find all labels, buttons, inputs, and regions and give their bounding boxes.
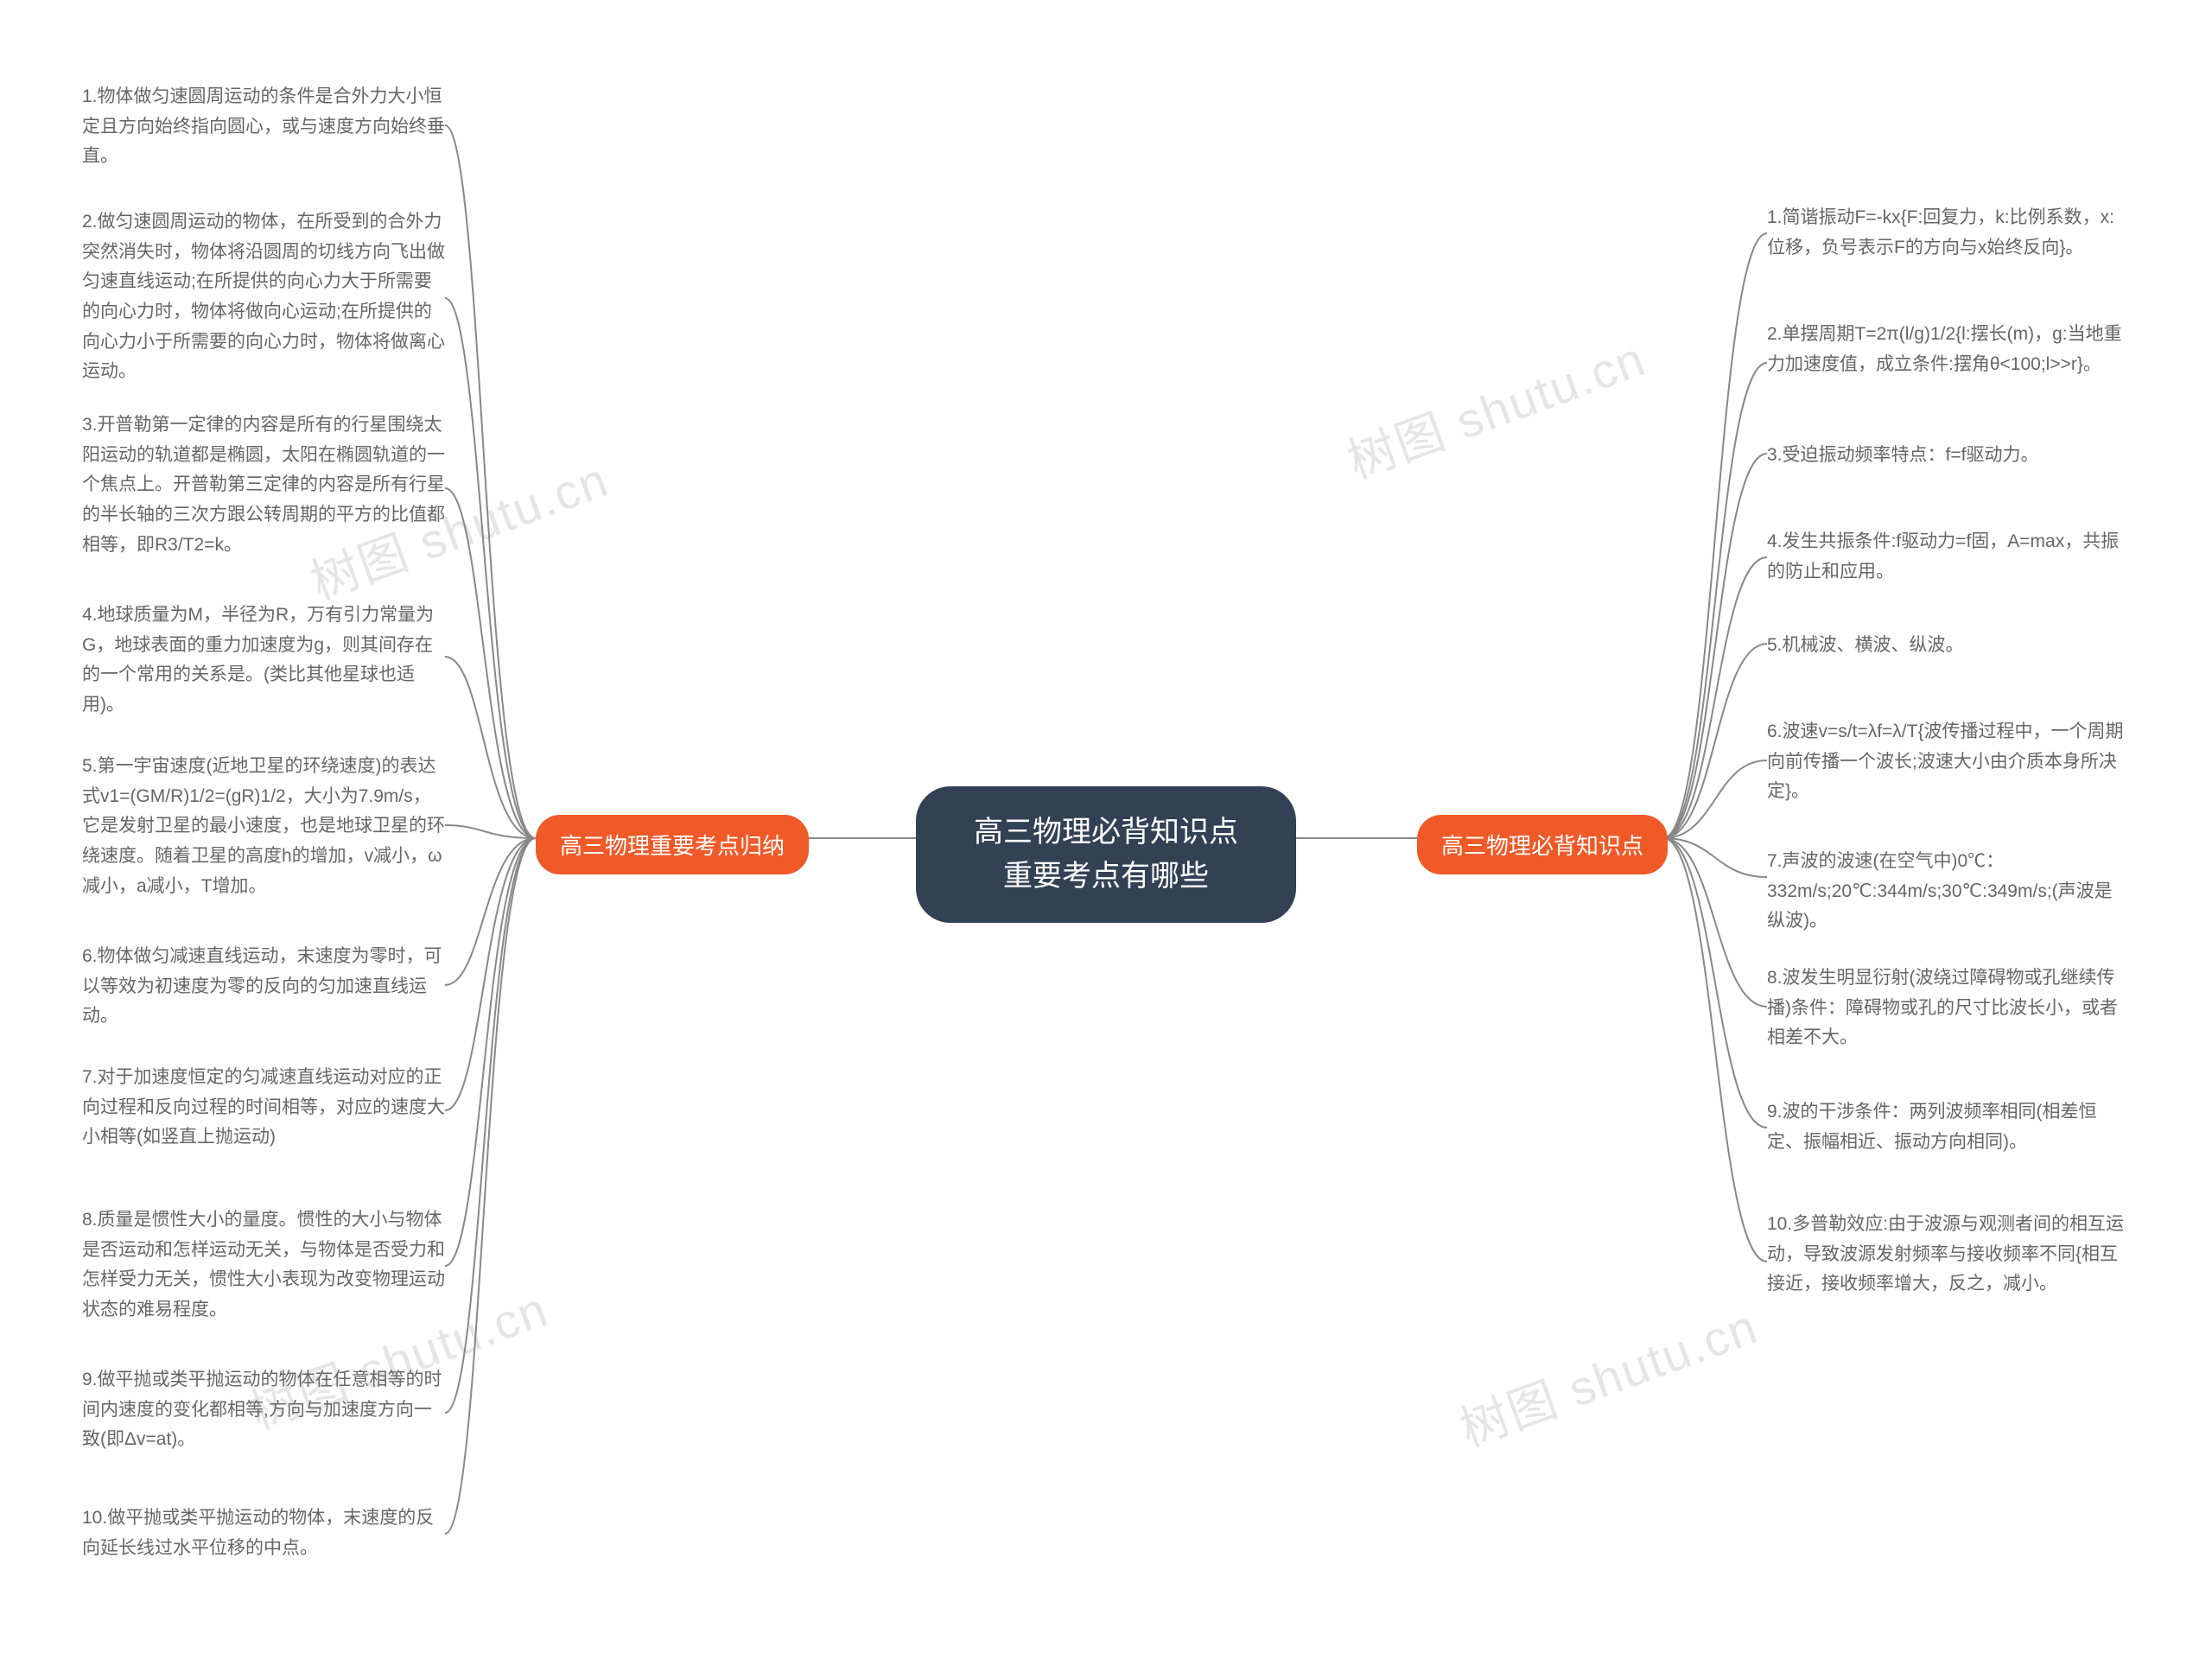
watermark: 树图 shutu.cn (1337, 321, 1654, 493)
leaf-right-4: 4.发生共振条件:f驱动力=f固，A=max，共振的防止和应用。 (1767, 527, 2130, 587)
leaf-right-1: 1.简谐振动F=-kx{F:回复力，k:比例系数，x:位移，负号表示F的方向与x… (1767, 203, 2130, 263)
leaf-left-7: 7.对于加速度恒定的匀减速直线运动对应的正向过程和反向过程的时间相等，对应的速度… (82, 1063, 445, 1153)
leaf-left-1: 1.物体做匀速圆周运动的条件是合外力大小恒定且方向始终指向圆心，或与速度方向始终… (82, 82, 445, 172)
leaf-right-8: 8.波发生明显衍射(波绕过障碍物或孔继续传播)条件：障碍物或孔的尺寸比波长小，或… (1767, 963, 2130, 1053)
leaf-left-5: 5.第一宇宙速度(近地卫星的环绕速度)的表达式v1=(GM/R)1/2=(gR)… (82, 752, 445, 901)
leaf-left-9: 9.做平抛或类平抛运动的物体在任意相等的时间内速度的变化都相等,方向与加速度方向… (82, 1365, 445, 1455)
leaf-left-6: 6.物体做匀减速直线运动，末速度为零时，可以等效为初速度为零的反向的匀加速直线运… (82, 942, 445, 1032)
branch-right[interactable]: 高三物理必背知识点 (1417, 815, 1668, 874)
mindmap-canvas: 树图 shutu.cn 树图 shutu.cn 树图 shutu.cn 树图 s… (0, 0, 2212, 1672)
leaf-left-4: 4.地球质量为M，半径为R，万有引力常量为G，地球表面的重力加速度为g，则其间存… (82, 601, 445, 721)
leaf-right-7: 7.声波的波速(在空气中)0℃：332m/s;20℃:344m/s;30℃:34… (1767, 847, 2130, 937)
leaf-left-10: 10.做平抛或类平抛运动的物体，末速度的反向延长线过水平位移的中点。 (82, 1504, 445, 1563)
branch-left[interactable]: 高三物理重要考点归纳 (536, 815, 809, 874)
leaf-right-9: 9.波的干涉条件：两列波频率相同(相差恒定、振幅相近、振动方向相同)。 (1767, 1097, 2130, 1157)
center-node[interactable]: 高三物理必背知识点 重要考点有哪些 (916, 786, 1296, 923)
leaf-left-2: 2.做匀速圆周运动的物体，在所受到的合外力突然消失时，物体将沿圆周的切线方向飞出… (82, 207, 445, 387)
leaf-right-10: 10.多普勒效应:由于波源与观测者间的相互运动，导致波源发射频率与接收频率不同{… (1767, 1210, 2130, 1300)
watermark: 树图 shutu.cn (1449, 1288, 1766, 1461)
leaf-left-8: 8.质量是惯性大小的量度。惯性的大小与物体是否运动和怎样运动无关，与物体是否受力… (82, 1205, 445, 1326)
leaf-left-3: 3.开普勒第一定律的内容是所有的行星围绕太阳运动的轨道都是椭圆，太阳在椭圆轨道的… (82, 410, 445, 560)
leaf-right-5: 5.机械波、横波、纵波。 (1767, 631, 1964, 661)
leaf-right-6: 6.波速v=s/t=λf=λ/T{波传播过程中，一个周期向前传播一个波长;波速大… (1767, 717, 2130, 807)
leaf-right-3: 3.受迫振动频率特点：f=f驱动力。 (1767, 441, 2038, 471)
leaf-right-2: 2.单摆周期T=2π(l/g)1/2{l:摆长(m)，g:当地重力加速度值，成立… (1767, 320, 2130, 379)
